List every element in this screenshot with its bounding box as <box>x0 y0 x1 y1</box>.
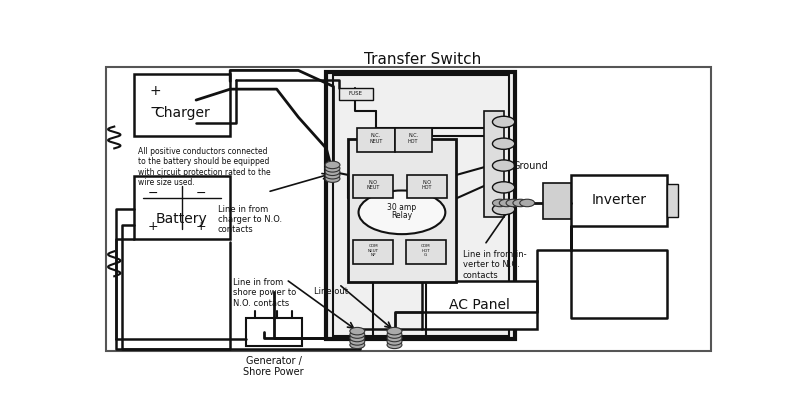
Text: Transfer Switch: Transfer Switch <box>364 52 481 67</box>
Circle shape <box>506 199 521 207</box>
Circle shape <box>387 334 402 342</box>
Circle shape <box>493 199 507 207</box>
Bar <box>348 139 457 283</box>
Circle shape <box>387 338 402 345</box>
Text: +: + <box>196 220 206 233</box>
Text: All positive conductors connected
to the battery should be equipped
with circuit: All positive conductors connected to the… <box>138 147 271 187</box>
Circle shape <box>493 182 514 193</box>
Bar <box>571 175 667 226</box>
Text: Inverter: Inverter <box>592 193 647 207</box>
Bar <box>134 74 230 136</box>
Bar <box>543 183 571 219</box>
Text: AC Panel: AC Panel <box>449 298 510 312</box>
Text: +: + <box>150 84 162 98</box>
Bar <box>394 128 432 151</box>
Text: +: + <box>148 220 158 233</box>
Circle shape <box>387 331 402 338</box>
Circle shape <box>499 199 514 207</box>
Bar <box>358 128 394 151</box>
Text: −: − <box>196 187 206 200</box>
Text: Line in from in-
verter to N.C.
contacts: Line in from in- verter to N.C. contacts <box>462 250 526 279</box>
Text: Line out: Line out <box>314 287 348 296</box>
Bar <box>422 281 537 329</box>
Circle shape <box>520 199 534 207</box>
Circle shape <box>493 138 514 149</box>
Text: Relay: Relay <box>391 211 413 220</box>
Text: N.O
HOT: N.O HOT <box>422 180 432 190</box>
Circle shape <box>325 161 340 168</box>
Bar <box>667 184 678 217</box>
Text: Line in from
charger to N.O.
contacts: Line in from charger to N.O. contacts <box>218 205 282 234</box>
Text: COM
NEUT
NP: COM NEUT NP <box>367 244 378 257</box>
Bar <box>134 177 230 239</box>
Text: N.C.
NEUT: N.C. NEUT <box>370 133 382 144</box>
Text: Generator /
Shore Power: Generator / Shore Power <box>243 356 304 377</box>
Circle shape <box>350 334 365 342</box>
Circle shape <box>325 168 340 175</box>
Bar <box>338 87 373 100</box>
Circle shape <box>387 341 402 349</box>
Text: N.O
NEUT: N.O NEUT <box>366 180 380 190</box>
Circle shape <box>325 164 340 172</box>
Text: Ground: Ground <box>512 160 548 171</box>
Circle shape <box>513 199 528 207</box>
Circle shape <box>325 171 340 179</box>
Circle shape <box>493 160 514 171</box>
Bar <box>326 72 515 339</box>
Circle shape <box>350 331 365 338</box>
Text: N.C.
HOT: N.C. HOT <box>408 133 418 144</box>
Bar <box>407 175 447 198</box>
Text: −: − <box>150 101 162 115</box>
Text: 30 amp: 30 amp <box>387 203 417 212</box>
Circle shape <box>358 190 446 234</box>
Circle shape <box>350 338 365 345</box>
Circle shape <box>325 175 340 182</box>
Circle shape <box>350 327 365 335</box>
Bar <box>333 75 509 335</box>
Text: Line in from
shore power to
N.O. contacts: Line in from shore power to N.O. contact… <box>234 278 297 308</box>
Circle shape <box>350 341 365 349</box>
Circle shape <box>387 327 402 335</box>
Text: Charger: Charger <box>154 106 210 119</box>
Text: −: − <box>148 187 158 200</box>
Bar <box>246 318 302 346</box>
Bar <box>353 241 394 264</box>
Bar <box>406 241 446 264</box>
Circle shape <box>493 116 514 128</box>
Text: FUSE: FUSE <box>349 91 362 96</box>
Text: Battery: Battery <box>156 211 208 226</box>
Bar <box>485 111 504 217</box>
Text: COM
HOT
G: COM HOT G <box>421 244 430 257</box>
Circle shape <box>493 204 514 215</box>
Bar <box>353 175 394 198</box>
